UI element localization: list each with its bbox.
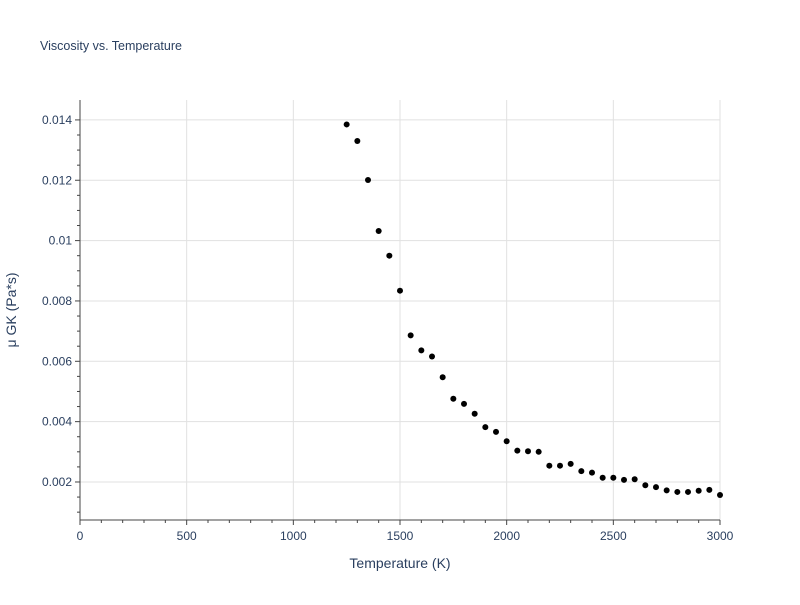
data-point bbox=[429, 353, 435, 360]
data-point bbox=[621, 476, 627, 483]
x-tick-label: 1000 bbox=[280, 529, 307, 543]
y-tick-label: 0.002 bbox=[42, 475, 72, 489]
y-tick-label: 0.008 bbox=[42, 294, 72, 308]
data-point bbox=[653, 484, 659, 491]
x-tick-label: 2000 bbox=[493, 529, 520, 543]
data-point bbox=[439, 374, 446, 381]
data-point bbox=[546, 462, 553, 469]
data-point bbox=[631, 476, 638, 483]
data-point bbox=[717, 491, 723, 498]
data-point bbox=[375, 227, 382, 234]
data-point bbox=[418, 347, 425, 354]
data-point bbox=[461, 400, 467, 407]
chart-title: Viscosity vs. Temperature bbox=[40, 39, 182, 53]
data-point bbox=[578, 468, 585, 475]
y-tick-label: 0.014 bbox=[42, 113, 72, 127]
y-tick-label: 0.012 bbox=[42, 173, 72, 187]
x-tick-label: 500 bbox=[177, 529, 197, 543]
x-tick-label: 1500 bbox=[387, 529, 414, 543]
data-point bbox=[471, 410, 478, 417]
data-point bbox=[514, 447, 521, 454]
data-point bbox=[386, 252, 393, 259]
data-points bbox=[343, 121, 723, 498]
data-point bbox=[482, 424, 489, 431]
data-point bbox=[599, 474, 606, 481]
data-point bbox=[642, 482, 649, 489]
x-tick-label: 0 bbox=[77, 529, 84, 543]
data-point bbox=[407, 332, 414, 339]
data-point bbox=[589, 469, 595, 476]
data-point bbox=[567, 460, 574, 467]
axes: 0 500 1000 1500 2000 2500 3000 0.002 0.004 0.006 0… bbox=[42, 100, 734, 543]
x-axis-label: Temperature (K) bbox=[349, 555, 450, 571]
data-point bbox=[610, 474, 617, 481]
data-point bbox=[525, 448, 531, 455]
data-point bbox=[663, 487, 670, 494]
y-axis-label: μ GK (Pa*s) bbox=[3, 273, 19, 348]
data-point bbox=[685, 488, 691, 495]
y-tick-label: 0.01 bbox=[49, 234, 73, 248]
data-point bbox=[674, 488, 681, 495]
data-point bbox=[450, 395, 457, 402]
data-point bbox=[493, 428, 499, 435]
y-tick-label: 0.004 bbox=[42, 415, 72, 429]
y-tick-label: 0.006 bbox=[42, 354, 72, 368]
data-point bbox=[365, 176, 371, 183]
data-point bbox=[343, 121, 350, 128]
data-point bbox=[503, 438, 510, 445]
x-tick-label: 2500 bbox=[600, 529, 627, 543]
data-point bbox=[706, 486, 713, 493]
data-point bbox=[535, 448, 542, 455]
grid bbox=[80, 100, 721, 520]
data-point bbox=[397, 287, 403, 294]
x-tick-label: 3000 bbox=[707, 529, 734, 543]
data-point bbox=[695, 487, 702, 494]
data-point bbox=[557, 462, 563, 469]
data-point bbox=[354, 138, 361, 145]
